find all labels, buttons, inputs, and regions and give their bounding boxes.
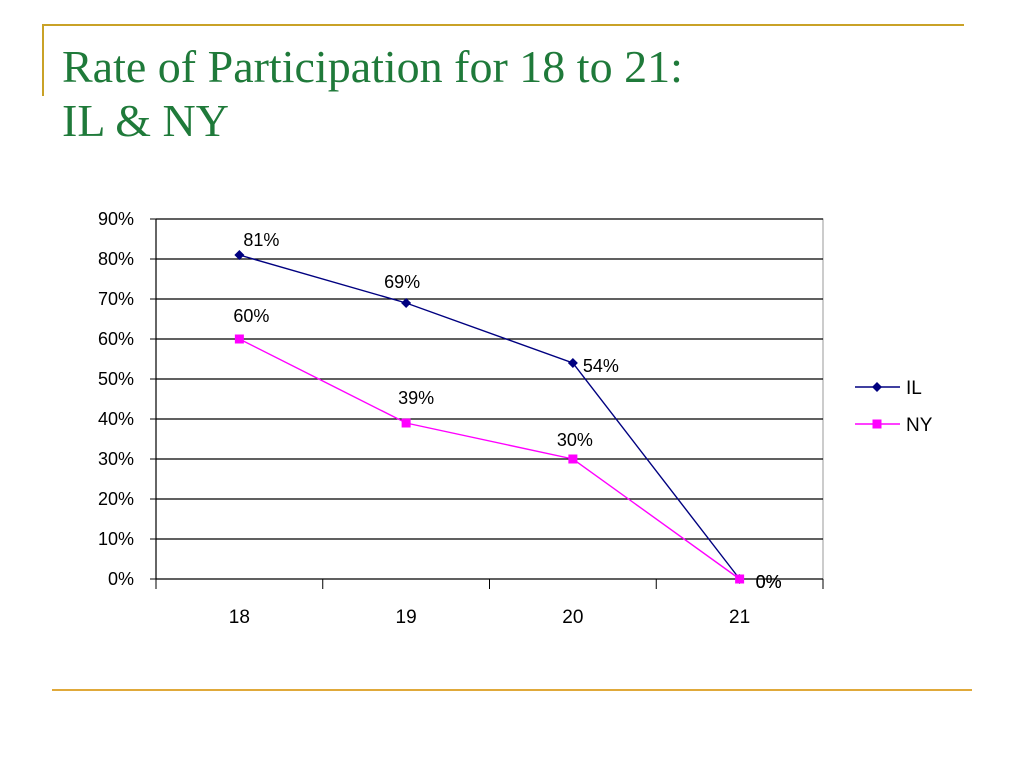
series-line-il — [239, 254, 741, 580]
y-tick-label: 30% — [98, 449, 134, 469]
x-tick-label: 19 — [396, 607, 417, 628]
legend-label-ny: NY — [906, 415, 933, 436]
footer-rule — [52, 689, 972, 691]
data-label-ny: 39% — [398, 388, 434, 408]
legend-marker-ny — [872, 419, 882, 429]
y-tick-label: 50% — [98, 369, 134, 389]
data-point-il — [567, 358, 578, 368]
data-label-il: 54% — [583, 356, 619, 376]
x-tick-label: 20 — [562, 607, 583, 628]
data-label-ny: 0% — [756, 572, 782, 592]
title-left-rule — [42, 24, 44, 96]
plot-area — [155, 218, 824, 580]
slide-title-line-1: Rate of Participation for 18 to 21: — [62, 41, 683, 92]
x-tick-label: 21 — [729, 607, 750, 628]
data-point-ny — [568, 454, 578, 464]
data-point-ny — [234, 334, 244, 344]
y-tick-label: 90% — [98, 209, 134, 229]
legend-label-il: IL — [906, 378, 922, 399]
data-point-il — [401, 298, 412, 308]
data-point-il — [234, 250, 245, 260]
data-point-ny — [735, 574, 745, 584]
y-tick-label: 10% — [98, 529, 134, 549]
title-top-rule — [42, 24, 964, 26]
y-tick-label: 0% — [108, 569, 134, 589]
data-label-il: 0% — [756, 572, 782, 592]
slide-title: Rate of Participation for 18 to 21: IL &… — [62, 40, 683, 148]
y-tick-label: 40% — [98, 409, 134, 429]
y-tick-label: 70% — [98, 289, 134, 309]
data-label-ny: 60% — [233, 306, 269, 326]
data-label-il: 69% — [384, 272, 420, 292]
data-point-ny — [401, 418, 411, 428]
data-label-il: 81% — [243, 230, 279, 250]
legend-marker-il — [872, 382, 882, 392]
y-tick-label: 20% — [98, 489, 134, 509]
series-line-ny — [239, 338, 741, 580]
y-tick-label: 60% — [98, 329, 134, 349]
x-tick-label: 18 — [229, 607, 250, 628]
slide-title-line-2: IL & NY — [62, 95, 229, 146]
data-label-ny: 30% — [557, 430, 593, 450]
y-tick-label: 80% — [98, 249, 134, 269]
